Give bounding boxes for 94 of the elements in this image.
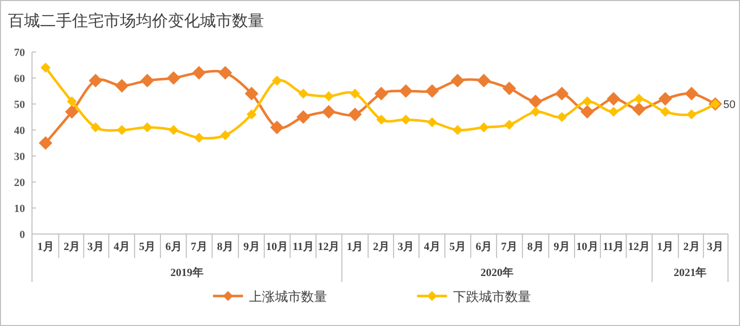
point	[116, 125, 127, 135]
point	[115, 79, 129, 93]
point	[38, 136, 52, 150]
point	[40, 62, 51, 73]
point	[528, 94, 542, 108]
point	[244, 86, 258, 100]
point	[88, 74, 102, 88]
x-tick-label: 6月	[165, 241, 182, 253]
y-tick-label: 0	[20, 229, 26, 241]
point	[376, 114, 386, 125]
point	[374, 86, 388, 100]
x-tick-label: 1月	[657, 241, 674, 253]
point	[425, 84, 439, 98]
x-tick-label: 7月	[190, 241, 208, 253]
x-tick-label: 1月	[346, 241, 364, 253]
point	[452, 125, 463, 135]
point	[220, 130, 230, 140]
x-tick-label: 7月	[501, 241, 518, 253]
x-tick-label: 4月	[114, 241, 130, 253]
point	[478, 122, 489, 132]
point	[270, 120, 284, 134]
x-tick-label: 2月	[373, 241, 390, 253]
chart-title: 百城二手住宅市场均价变化城市数量	[8, 12, 264, 30]
x-tick-label: 1月	[37, 241, 54, 253]
point	[350, 88, 360, 99]
point	[192, 66, 206, 80]
point	[348, 108, 362, 122]
text: 2020年	[480, 266, 514, 279]
point	[582, 96, 592, 106]
point	[660, 106, 670, 117]
point	[502, 82, 516, 96]
x-tick-label: 11月	[292, 241, 314, 253]
x-tick-label: 10月	[266, 241, 288, 253]
text: 2019年	[170, 266, 204, 279]
point	[634, 94, 644, 104]
y-tick-label: 40	[14, 125, 26, 137]
point	[324, 91, 334, 102]
x-tick-label: 9月	[243, 241, 260, 253]
text: 2021年	[674, 266, 707, 279]
point	[504, 120, 514, 130]
point	[580, 105, 594, 119]
point	[450, 74, 464, 88]
point	[608, 106, 619, 117]
x-tick-label: 3月	[87, 241, 104, 253]
point	[246, 109, 257, 120]
x-tick-label: 5月	[449, 241, 466, 253]
x-tick-label: 2月	[683, 241, 700, 253]
y-tick-label: 30	[14, 151, 26, 163]
point	[684, 86, 698, 100]
x-tick-label: 8月	[527, 241, 544, 253]
point	[399, 84, 413, 98]
legend-label: 上涨城市数量	[249, 289, 327, 304]
x-tick-label: 5月	[139, 241, 156, 253]
point	[194, 132, 204, 143]
point	[90, 122, 101, 132]
x-tick-label: 10月	[576, 241, 598, 253]
y-tick-label: 50	[14, 99, 26, 111]
point	[168, 125, 179, 135]
point	[477, 74, 491, 88]
data-label: 50	[723, 99, 736, 111]
x-tick-label: 11月	[602, 241, 624, 253]
point	[556, 112, 567, 122]
y-tick-label: 20	[14, 177, 26, 189]
point	[218, 66, 232, 80]
x-tick-label: 8月	[217, 241, 234, 253]
point	[66, 96, 77, 106]
x-tick-label: 12月	[628, 241, 650, 253]
point	[606, 92, 620, 106]
point	[140, 74, 154, 88]
point	[632, 102, 646, 116]
x-tick-label: 9月	[554, 241, 570, 253]
point	[142, 122, 152, 132]
x-tick-label: 2月	[64, 241, 80, 253]
y-tick-label: 70	[14, 47, 26, 59]
y-tick-label: 60	[14, 73, 26, 85]
point	[298, 88, 308, 99]
point	[65, 105, 79, 119]
x-tick-label: 12月	[318, 241, 340, 253]
point	[555, 86, 569, 100]
point	[400, 114, 411, 125]
y-tick-label: 10	[14, 203, 26, 215]
point	[322, 105, 336, 119]
x-tick-label: 6月	[476, 241, 492, 253]
point	[686, 109, 697, 120]
point	[427, 117, 438, 128]
x-tick-label: 3月	[707, 241, 724, 253]
legend-label: 下跌城市数量	[453, 289, 531, 304]
x-tick-label: 3月	[398, 241, 414, 253]
point	[530, 106, 541, 117]
point	[166, 71, 180, 85]
point	[658, 92, 672, 106]
point	[272, 76, 282, 86]
point	[296, 110, 310, 124]
x-tick-label: 4月	[424, 241, 440, 253]
